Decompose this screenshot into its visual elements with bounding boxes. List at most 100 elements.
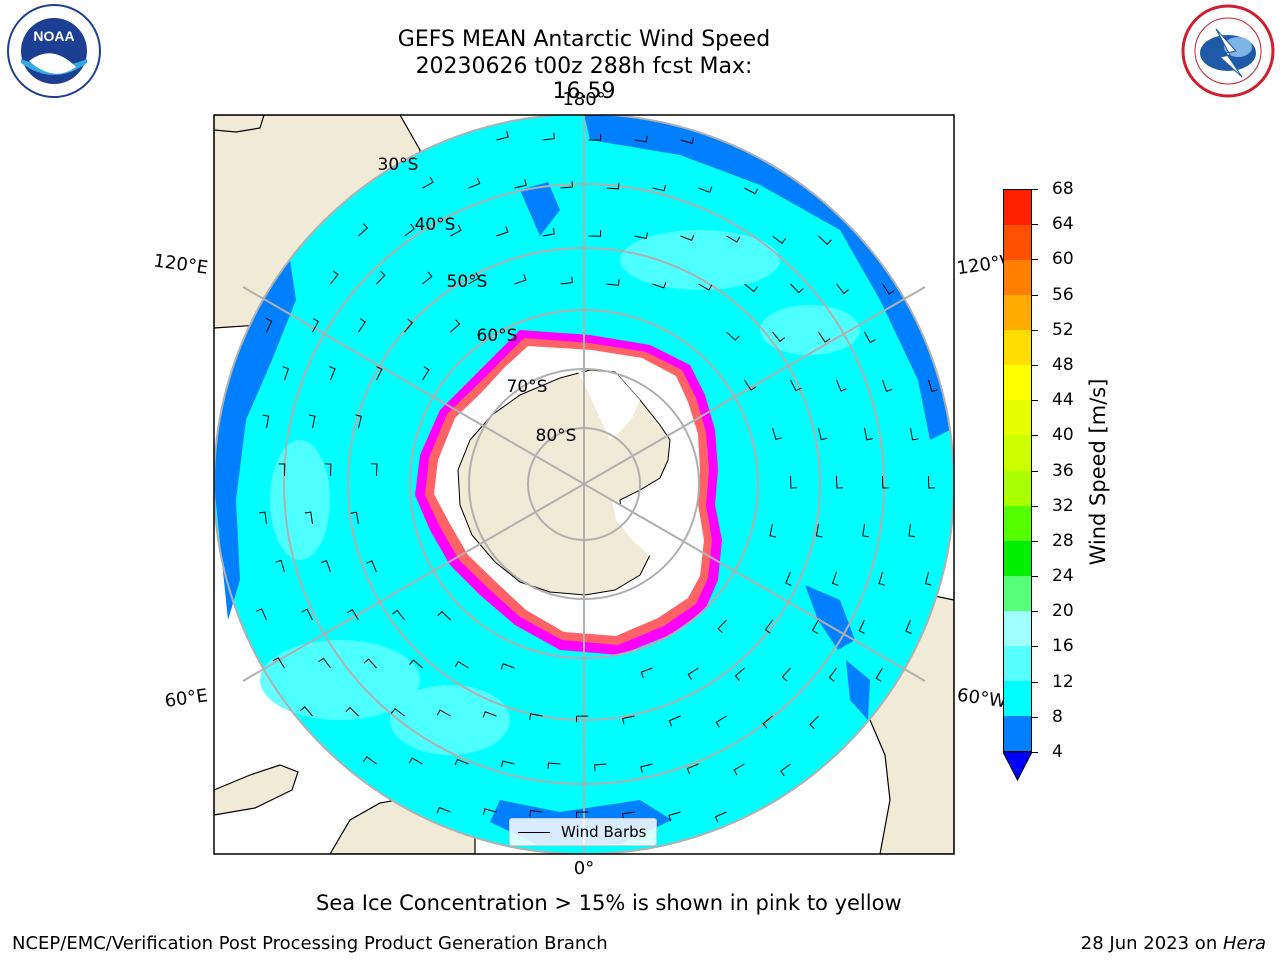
colorbar-tick bbox=[1032, 646, 1038, 648]
wind-barb bbox=[542, 132, 555, 141]
wind-barb bbox=[828, 667, 837, 682]
wind-barb bbox=[744, 379, 757, 391]
wind-barb bbox=[726, 235, 741, 243]
wind-barb bbox=[355, 414, 362, 429]
colorbar-segment bbox=[1004, 505, 1031, 541]
colorbar-tick-label: 8 bbox=[1052, 706, 1063, 727]
lon-label-120e: 120°E bbox=[152, 250, 209, 278]
wind-barb bbox=[809, 715, 819, 730]
wind-barb bbox=[606, 279, 620, 286]
wind-barb bbox=[924, 571, 932, 586]
wind-barb bbox=[272, 657, 285, 669]
legend-label: Wind Barbs bbox=[561, 823, 647, 841]
wind-barb bbox=[594, 763, 607, 771]
wind-barb bbox=[392, 609, 405, 621]
host-name: Hera bbox=[1222, 933, 1266, 954]
wind-barb bbox=[908, 523, 916, 538]
date-text: 28 Jun 2023 on bbox=[1080, 933, 1223, 954]
colorbar bbox=[1003, 189, 1032, 752]
wind-barb bbox=[831, 571, 839, 586]
wind-barb bbox=[376, 366, 383, 381]
colorbar-tick bbox=[1032, 540, 1038, 542]
wind-barb bbox=[437, 610, 451, 621]
wind-barb bbox=[878, 571, 886, 586]
lon-label-0: 0° bbox=[574, 858, 594, 879]
lat-label-60s: 60°S bbox=[477, 326, 518, 346]
colorbar-tick bbox=[1032, 259, 1038, 261]
wind-barb bbox=[350, 511, 359, 525]
map-frame bbox=[213, 114, 955, 855]
wind-barb bbox=[772, 427, 782, 441]
wind-barb bbox=[680, 234, 695, 241]
wind-barb bbox=[698, 283, 713, 291]
wind-barb bbox=[680, 137, 695, 144]
wind-barb bbox=[256, 608, 267, 621]
wind-barb bbox=[862, 523, 869, 538]
wind-barb bbox=[769, 523, 776, 538]
colorbar-tick-label: 24 bbox=[1052, 566, 1074, 587]
wind-barb bbox=[262, 414, 270, 429]
indonesia bbox=[214, 115, 265, 133]
wind-barb bbox=[409, 659, 423, 669]
wind-barb bbox=[362, 756, 377, 765]
figure-subtitle: 20230626 t00z 288h fcst Max: 16.59 bbox=[415, 54, 753, 104]
wind-barb bbox=[882, 379, 893, 392]
colorbar-tick bbox=[1032, 716, 1038, 718]
colorbar-segment bbox=[1004, 190, 1031, 226]
ocean-moderate-wind bbox=[260, 230, 860, 755]
lat-label-80s: 80°S bbox=[536, 426, 577, 446]
sea-ice-note: Sea Ice Concentration > 15% is shown in … bbox=[316, 891, 902, 915]
wind-barb bbox=[781, 667, 791, 682]
wind-barb bbox=[408, 757, 423, 765]
colorbar-segment bbox=[1004, 400, 1031, 436]
colorbar-tick-label: 28 bbox=[1052, 530, 1074, 551]
wind-barb bbox=[668, 811, 681, 822]
wind-barb bbox=[882, 475, 889, 489]
wind-barb bbox=[790, 379, 802, 392]
generation-date: 28 Jun 2023 on Hera bbox=[1081, 933, 1266, 954]
wind-barb bbox=[468, 272, 480, 285]
wind-barb bbox=[304, 511, 313, 525]
colorbar-tick bbox=[1032, 576, 1038, 578]
wind-barb bbox=[436, 806, 451, 814]
wind-barb bbox=[308, 414, 316, 429]
colorbar-tick bbox=[1032, 611, 1038, 613]
colorbar-segment bbox=[1004, 645, 1031, 681]
wind-barb bbox=[785, 571, 792, 586]
wind-barb bbox=[762, 715, 773, 729]
lon-label-180: 180° bbox=[562, 89, 605, 110]
wind-barb bbox=[366, 560, 377, 573]
wind-barb bbox=[606, 182, 620, 190]
colorbar-segment bbox=[1004, 435, 1031, 471]
wind-barb bbox=[275, 559, 285, 573]
wind-barb bbox=[330, 270, 339, 285]
wind-barb bbox=[717, 619, 727, 634]
colorbar-segment bbox=[1004, 330, 1031, 366]
wind-barb bbox=[454, 660, 469, 669]
colorbar-tick-label: 56 bbox=[1052, 284, 1074, 305]
wind-barb bbox=[358, 318, 366, 333]
wind-barb bbox=[836, 283, 849, 295]
colorbar-tick bbox=[1032, 681, 1038, 683]
wind-barb bbox=[634, 232, 648, 239]
wind-barb bbox=[875, 667, 883, 682]
wind-barb bbox=[882, 283, 895, 295]
colorbar-tick-label: 16 bbox=[1052, 636, 1074, 657]
wind-barb bbox=[301, 608, 313, 621]
colorbar-tick-label: 52 bbox=[1052, 319, 1074, 340]
lon-label-60w: 60°W bbox=[956, 685, 1008, 713]
wind-barb bbox=[790, 283, 804, 294]
wind-barb bbox=[258, 511, 267, 525]
wind-barb bbox=[836, 475, 843, 489]
wind-barb bbox=[622, 715, 635, 725]
wind-barb bbox=[329, 366, 336, 381]
colorbar-title: Wind Speed [m/s] bbox=[1086, 378, 1110, 566]
colorbar-tick-label: 44 bbox=[1052, 390, 1074, 411]
wind-barb bbox=[299, 706, 313, 717]
wind-barb bbox=[376, 270, 386, 285]
wind-barb bbox=[764, 619, 773, 634]
lat-label-30s: 30°S bbox=[378, 155, 419, 175]
wind-barb bbox=[790, 475, 797, 489]
colorbar-tick bbox=[1032, 752, 1038, 753]
wind-barb bbox=[726, 331, 740, 341]
